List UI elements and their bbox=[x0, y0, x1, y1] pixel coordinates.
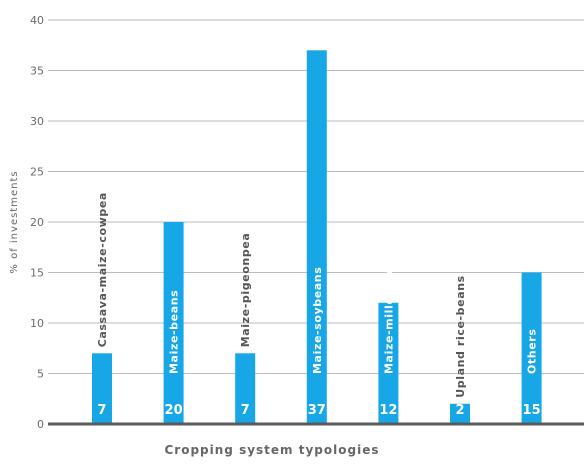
bar-value-label: 7 bbox=[97, 403, 106, 418]
y-tick-label: 5 bbox=[37, 368, 44, 381]
bar bbox=[163, 222, 184, 424]
category-label: Maize-pigeonpea bbox=[239, 233, 252, 348]
bar-value-label: 20 bbox=[165, 403, 183, 418]
bar bbox=[306, 50, 327, 425]
bar bbox=[235, 353, 256, 424]
y-tick-label: 40 bbox=[30, 14, 44, 27]
y-tick-label: 20 bbox=[30, 216, 44, 229]
bar-value-label: 7 bbox=[241, 403, 250, 418]
y-tick-label: 10 bbox=[30, 317, 44, 330]
bar bbox=[378, 302, 399, 424]
bar-value-label: 37 bbox=[308, 403, 326, 418]
y-tick-label: 30 bbox=[30, 115, 44, 128]
category-label: Maize-beans bbox=[168, 290, 181, 374]
bar-value-label: 12 bbox=[379, 403, 397, 418]
y-tick-label: 25 bbox=[30, 166, 44, 179]
y-axis-ticks: 0 5 10 15 20 25 30 35 40 bbox=[30, 14, 44, 431]
category-label: Cassava-maize-cowpea bbox=[96, 192, 109, 347]
bar bbox=[450, 403, 470, 424]
bar-value-label: 15 bbox=[523, 403, 541, 418]
category-label: Maize-soybeans bbox=[311, 267, 324, 374]
y-axis-title: % of investments bbox=[9, 170, 20, 273]
bars: 7 Cassava-maize-cowpea 20 Maize-beans 7 Maize… bbox=[92, 50, 542, 425]
bar bbox=[92, 353, 112, 424]
category-label: Others bbox=[526, 329, 539, 374]
category-label: Maize-millet-sorghum bbox=[382, 227, 395, 374]
x-axis-title: Cropping system typologies bbox=[165, 443, 380, 457]
category-label: Upland rice-beans bbox=[454, 275, 467, 398]
bar bbox=[521, 272, 542, 424]
y-tick-label: 15 bbox=[30, 267, 44, 280]
y-tick-label: 35 bbox=[30, 65, 44, 78]
y-tick-label: 0 bbox=[37, 418, 44, 431]
bar-value-label: 2 bbox=[455, 403, 464, 418]
